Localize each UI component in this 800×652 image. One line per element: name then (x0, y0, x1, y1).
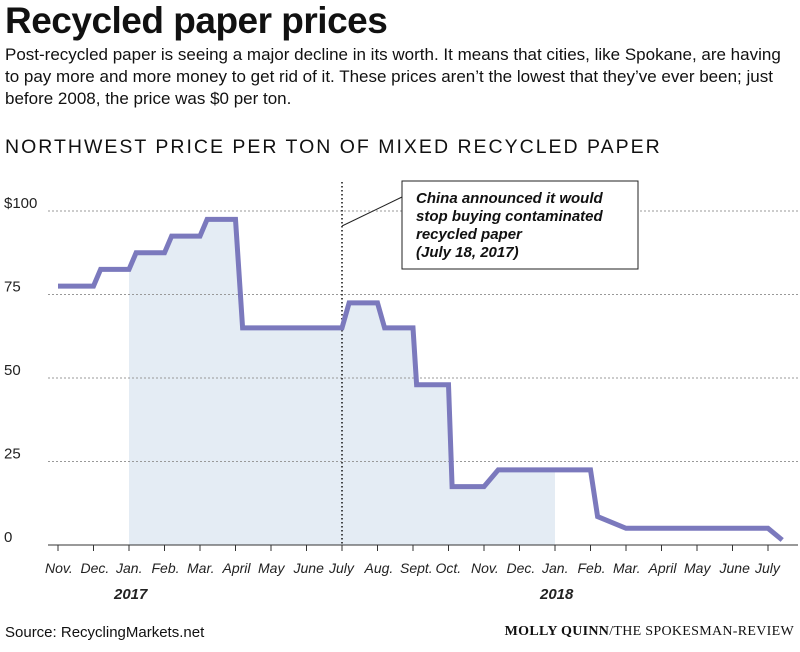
x-tick-label: Nov. (45, 560, 73, 576)
price-line (58, 216, 784, 542)
x-tick-label: Feb. (578, 560, 606, 576)
source-note: Source: RecyclingMarkets.net (5, 624, 205, 641)
x-tick-label: Jan. (541, 560, 568, 576)
y-tick-label: 25 (4, 446, 21, 463)
year-label: 2018 (539, 586, 574, 603)
x-tick-label: Aug. (364, 560, 394, 576)
chart-title: NORTHWEST PRICE PER TON OF MIXED RECYCLE… (5, 136, 662, 158)
callout-text: recycled paper (416, 226, 523, 243)
callout-text: China announced it would (416, 190, 603, 207)
x-tick-label: May (684, 560, 711, 576)
x-tick-label: April (648, 560, 678, 576)
x-tick-label: Feb. (152, 560, 180, 576)
callout-box (401, 180, 639, 270)
x-tick-label: Oct. (436, 560, 462, 576)
description-text: Post-recycled paper is seeing a major de… (5, 45, 781, 108)
x-tick-label: June (293, 560, 325, 576)
x-tick-label: May (258, 560, 285, 576)
y-tick-label: 75 (4, 279, 21, 296)
x-tick-label: Dec. (81, 560, 110, 576)
x-tick-label: Mar. (613, 560, 640, 576)
credit-line: MOLLY QUINN/THE SPOKESMAN-REVIEW (505, 624, 794, 640)
x-tick-label: Jan. (115, 560, 142, 576)
x-tick-label: June (719, 560, 751, 576)
x-tick-label: July (754, 560, 781, 576)
x-tick-label: Mar. (187, 560, 214, 576)
x-tick-label: July (328, 560, 355, 576)
callout-text: (July 18, 2017) (416, 244, 519, 261)
x-tick-label: Nov. (471, 560, 499, 576)
callout-leader (341, 196, 403, 227)
x-tick-label: Dec. (507, 560, 536, 576)
credit-org: /THE SPOKESMAN-REVIEW (609, 624, 794, 639)
callout-text: stop buying contaminated (416, 208, 604, 225)
credit-author: MOLLY QUINN (504, 624, 610, 639)
x-tick-label: Sept. (400, 560, 433, 576)
y-tick-label: $100 (4, 195, 37, 212)
x-tick-label: April (222, 560, 252, 576)
y-tick-label: 50 (4, 362, 21, 379)
headline: Recycled paper prices (5, 0, 388, 41)
y-tick-label: 0 (4, 529, 12, 546)
year-label: 2017 (113, 586, 148, 603)
